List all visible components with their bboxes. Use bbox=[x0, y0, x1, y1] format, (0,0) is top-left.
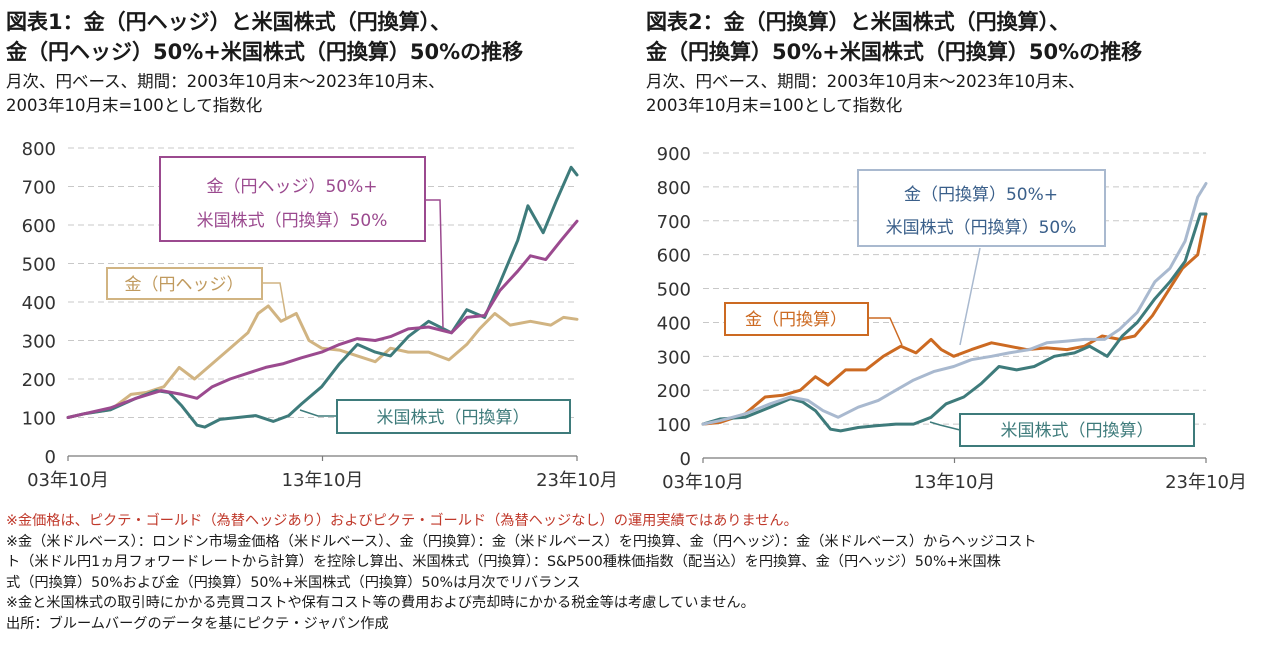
y-tick-label: 700 bbox=[22, 178, 56, 199]
y-tick-label: 500 bbox=[22, 255, 56, 276]
y-tick-label: 700 bbox=[657, 212, 691, 233]
footnote-definitions-1: ※金（米ドルベース）：ロンドン市場金価格（米ドルベース）、金（円換算）：金（米ド… bbox=[6, 533, 1037, 550]
y-tick-label: 200 bbox=[22, 370, 56, 391]
callout-box-us bbox=[959, 413, 1195, 447]
y-tick-label: 400 bbox=[657, 313, 691, 334]
callout-label-us: 米国株式（円換算） bbox=[377, 408, 530, 428]
y-tick-label: 500 bbox=[657, 280, 691, 301]
series-line-2 bbox=[66, 219, 579, 419]
y-tick-label: 0 bbox=[680, 449, 691, 470]
x-tick-label: 13年10月 bbox=[914, 472, 996, 493]
callout-leader-us bbox=[299, 409, 337, 417]
y-tick-label: 300 bbox=[657, 347, 691, 368]
x-tick-label: 13年10月 bbox=[282, 470, 364, 491]
x-tick-label: 03年10月 bbox=[662, 472, 744, 493]
chart-title-line2: 金（円換算）50%+米国株式（円換算）50%の推移 bbox=[646, 40, 1143, 64]
y-tick-label: 100 bbox=[657, 415, 691, 436]
callout-box-gold bbox=[106, 267, 263, 300]
x-tick-label: 03年10月 bbox=[27, 470, 109, 491]
callout-leader-us bbox=[929, 421, 961, 431]
chart-title-line1: 図表2：金（円換算）と米国株式（円換算）、 bbox=[646, 10, 1071, 34]
footnote-disclaimer: ※金価格は、ピクテ・ゴールド（為替ヘッジあり）およびピクテ・ゴールド（為替ヘッジ… bbox=[6, 513, 798, 529]
series-line-0 bbox=[701, 212, 1208, 426]
callout-label-mix-line2: 米国株式（円換算）50% bbox=[886, 218, 1077, 238]
y-tick-label: 600 bbox=[22, 216, 56, 237]
chart-subtitle-line1: 月次、円ベース、期間：2003年10月末～2023年10月末、 bbox=[6, 72, 445, 91]
series-line-1 bbox=[701, 212, 1208, 433]
y-tick-label: 400 bbox=[22, 293, 56, 314]
y-tick-label: 0 bbox=[45, 447, 56, 468]
footnotes: ※金価格は、ピクテ・ゴールド（為替ヘッジあり）およびピクテ・ゴールド（為替ヘッジ… bbox=[6, 511, 1278, 634]
callout-leader-mix bbox=[425, 199, 444, 329]
series-line-1 bbox=[66, 165, 579, 429]
callout-label-gold: 金（円ヘッジ） bbox=[125, 275, 244, 295]
callout-label-gold: 金（円換算） bbox=[745, 310, 847, 330]
series-line-0 bbox=[66, 304, 579, 419]
callout-box-gold bbox=[724, 302, 869, 336]
y-tick-label: 100 bbox=[22, 409, 56, 430]
y-tick-label: 800 bbox=[22, 139, 56, 160]
chart-title-line2: 金（円ヘッジ）50%+米国株式（円換算）50%の推移 bbox=[6, 40, 524, 64]
callout-leader-gold bbox=[262, 282, 287, 319]
y-tick-label: 800 bbox=[657, 178, 691, 199]
line-chart-right: 0 100 200 300 400 500 600 700 800 900 03年10月 13年10月… bbox=[657, 144, 1247, 493]
line-chart-left: 0 100 200 300 400 500 600 700 800 03年10月 13年10月 23年… bbox=[22, 139, 618, 491]
y-tick-label: 200 bbox=[657, 381, 691, 402]
callout-box-mix bbox=[159, 156, 426, 242]
footnote-source: 出所：ブルームバーグのデータを基にピクテ・ジャパン作成 bbox=[6, 615, 389, 632]
footnote-definitions-2: ト（米ドル円1ヵ月フォワードレートから計算）を控除し算出、米国株式（円換算）：S… bbox=[6, 554, 1001, 570]
footnote-definitions-3: 式（円換算）50%および金（円換算）50%+米国株式（円換算）50%は月次でリバ… bbox=[6, 574, 581, 591]
callout-box-us bbox=[336, 399, 571, 434]
callout-label-us: 米国株式（円換算） bbox=[1001, 421, 1154, 441]
callout-label-mix-line2: 米国株式（円換算）50% bbox=[197, 211, 388, 231]
callout-label-mix-line1: 金（円換算）50%+ bbox=[904, 185, 1058, 205]
callout-box-mix bbox=[857, 169, 1106, 247]
x-tick-label: 23年10月 bbox=[536, 470, 618, 491]
callout-leader-gold bbox=[868, 317, 903, 346]
series-line-2 bbox=[701, 182, 1208, 426]
footnote-costs: ※金と米国株式の取引時にかかる売買コストや保有コスト等の費用および売却時にかかる… bbox=[6, 595, 755, 611]
callout-label-mix-line1: 金（円ヘッジ）50%+ bbox=[206, 177, 377, 197]
chart-subtitle-line1: 月次、円ベース、期間：2003年10月末～2023年10月末、 bbox=[646, 72, 1085, 91]
y-tick-label: 900 bbox=[657, 144, 691, 165]
callout-leader-mix bbox=[959, 247, 981, 346]
chart-title-line1: 図表1：金（円ヘッジ）と米国株式（円換算）、 bbox=[6, 10, 452, 34]
chart-subtitle-line2: 2003年10月末=100として指数化 bbox=[646, 96, 903, 115]
x-tick-label: 23年10月 bbox=[1165, 472, 1247, 493]
y-tick-label: 600 bbox=[657, 246, 691, 267]
y-tick-label: 300 bbox=[22, 332, 56, 353]
chart-subtitle-line2: 2003年10月末=100として指数化 bbox=[6, 96, 263, 115]
